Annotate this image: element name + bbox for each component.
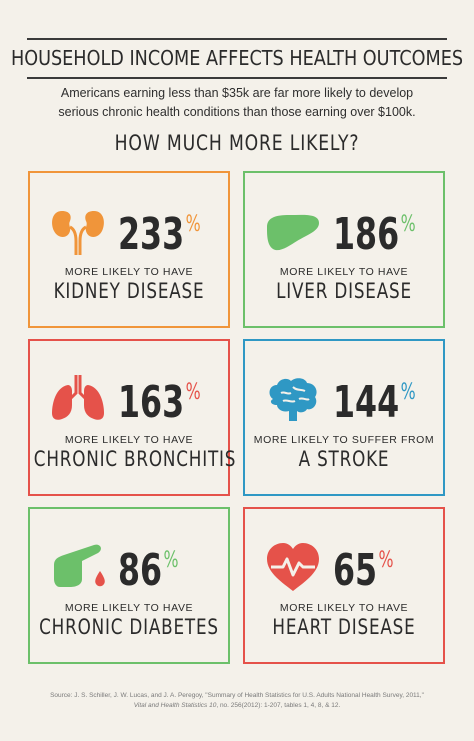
stat-number: 65 [333,545,378,596]
disease-name: A STROKE [298,447,390,471]
stat-description: MORE LIKELY TO HAVE [279,602,409,614]
lungs-icon [52,375,104,420]
finger-prick-icon [54,544,105,587]
disease-name: CHRONIC DIABETES [39,615,219,639]
stat-description: MORE LIKELY TO HAVE [64,266,194,278]
source-citation: Source: J. S. Schiller, J. W. Lucas, and… [0,691,474,711]
stat-description: MORE LIKELY TO HAVE [64,434,194,446]
percent-symbol: % [185,380,201,405]
heart-icon [267,543,319,591]
stat-value: 233% [118,199,201,261]
kidneys-icon [52,211,104,255]
stat-number: 186 [333,209,400,260]
stat-card-liver: 186% MORE LIKELY TO HAVE LIVER DISEASE [243,171,445,328]
percent-symbol: % [400,212,416,237]
stat-card-bronchitis: 163% MORE LIKELY TO HAVE CHRONIC BRONCHI… [28,339,237,496]
source-details: , no. 256(2012): 1-207, tables 1, 4, 8, … [216,702,341,709]
stat-description: MORE LIKELY TO SUFFER FROM [253,434,435,446]
brain-icon [269,378,317,421]
bottom-rule [27,77,447,79]
disease-name: CHRONIC BRONCHITIS [33,447,237,471]
stat-value: 144% [333,367,416,429]
stat-card-stroke: 144% MORE LIKELY TO SUFFER FROM A STROKE [243,339,445,496]
stat-value: 186% [333,199,416,261]
source-line-1: Source: J. S. Schiller, J. W. Lucas, and… [50,692,424,699]
percent-symbol: % [163,548,179,573]
stat-number: 163 [118,377,185,428]
stat-value: 65% [333,535,394,597]
top-rule [27,38,447,40]
disease-name: KIDNEY DISEASE [53,279,205,303]
section-heading: HOW MUCH MORE LIKELY? [114,131,360,155]
subtitle-line-1: Americans earning less than $35k are far… [60,86,414,100]
disease-name: HEART DISEASE [272,615,416,639]
stat-value: 86% [118,535,179,597]
stat-number: 233 [118,209,185,260]
source-line-2: Vital and Health Statistics 10, no. 256(… [0,701,474,711]
percent-symbol: % [400,380,416,405]
stat-description: MORE LIKELY TO HAVE [279,266,409,278]
stat-card-kidney: 233% MORE LIKELY TO HAVE KIDNEY DISEASE [28,171,230,328]
percent-symbol: % [378,548,394,573]
page-title: HOUSEHOLD INCOME AFFECTS HEALTH OUTCOMES [10,46,464,70]
source-journal: Vital and Health Statistics 10 [133,702,217,709]
subtitle-line-2: serious chronic health conditions than t… [58,105,416,119]
stat-card-diabetes: 86% MORE LIKELY TO HAVE CHRONIC DIABETES [28,507,230,664]
stat-number: 86 [118,545,163,596]
stat-number: 144 [333,377,400,428]
stat-description: MORE LIKELY TO HAVE [64,602,194,614]
percent-symbol: % [185,212,201,237]
stat-card-heart: 65% MORE LIKELY TO HAVE HEART DISEASE [243,507,445,664]
liver-icon [267,214,319,251]
stat-value: 163% [118,367,201,429]
subtitle: Americans earning less than $35k are far… [20,84,454,122]
disease-name: LIVER DISEASE [276,279,412,303]
